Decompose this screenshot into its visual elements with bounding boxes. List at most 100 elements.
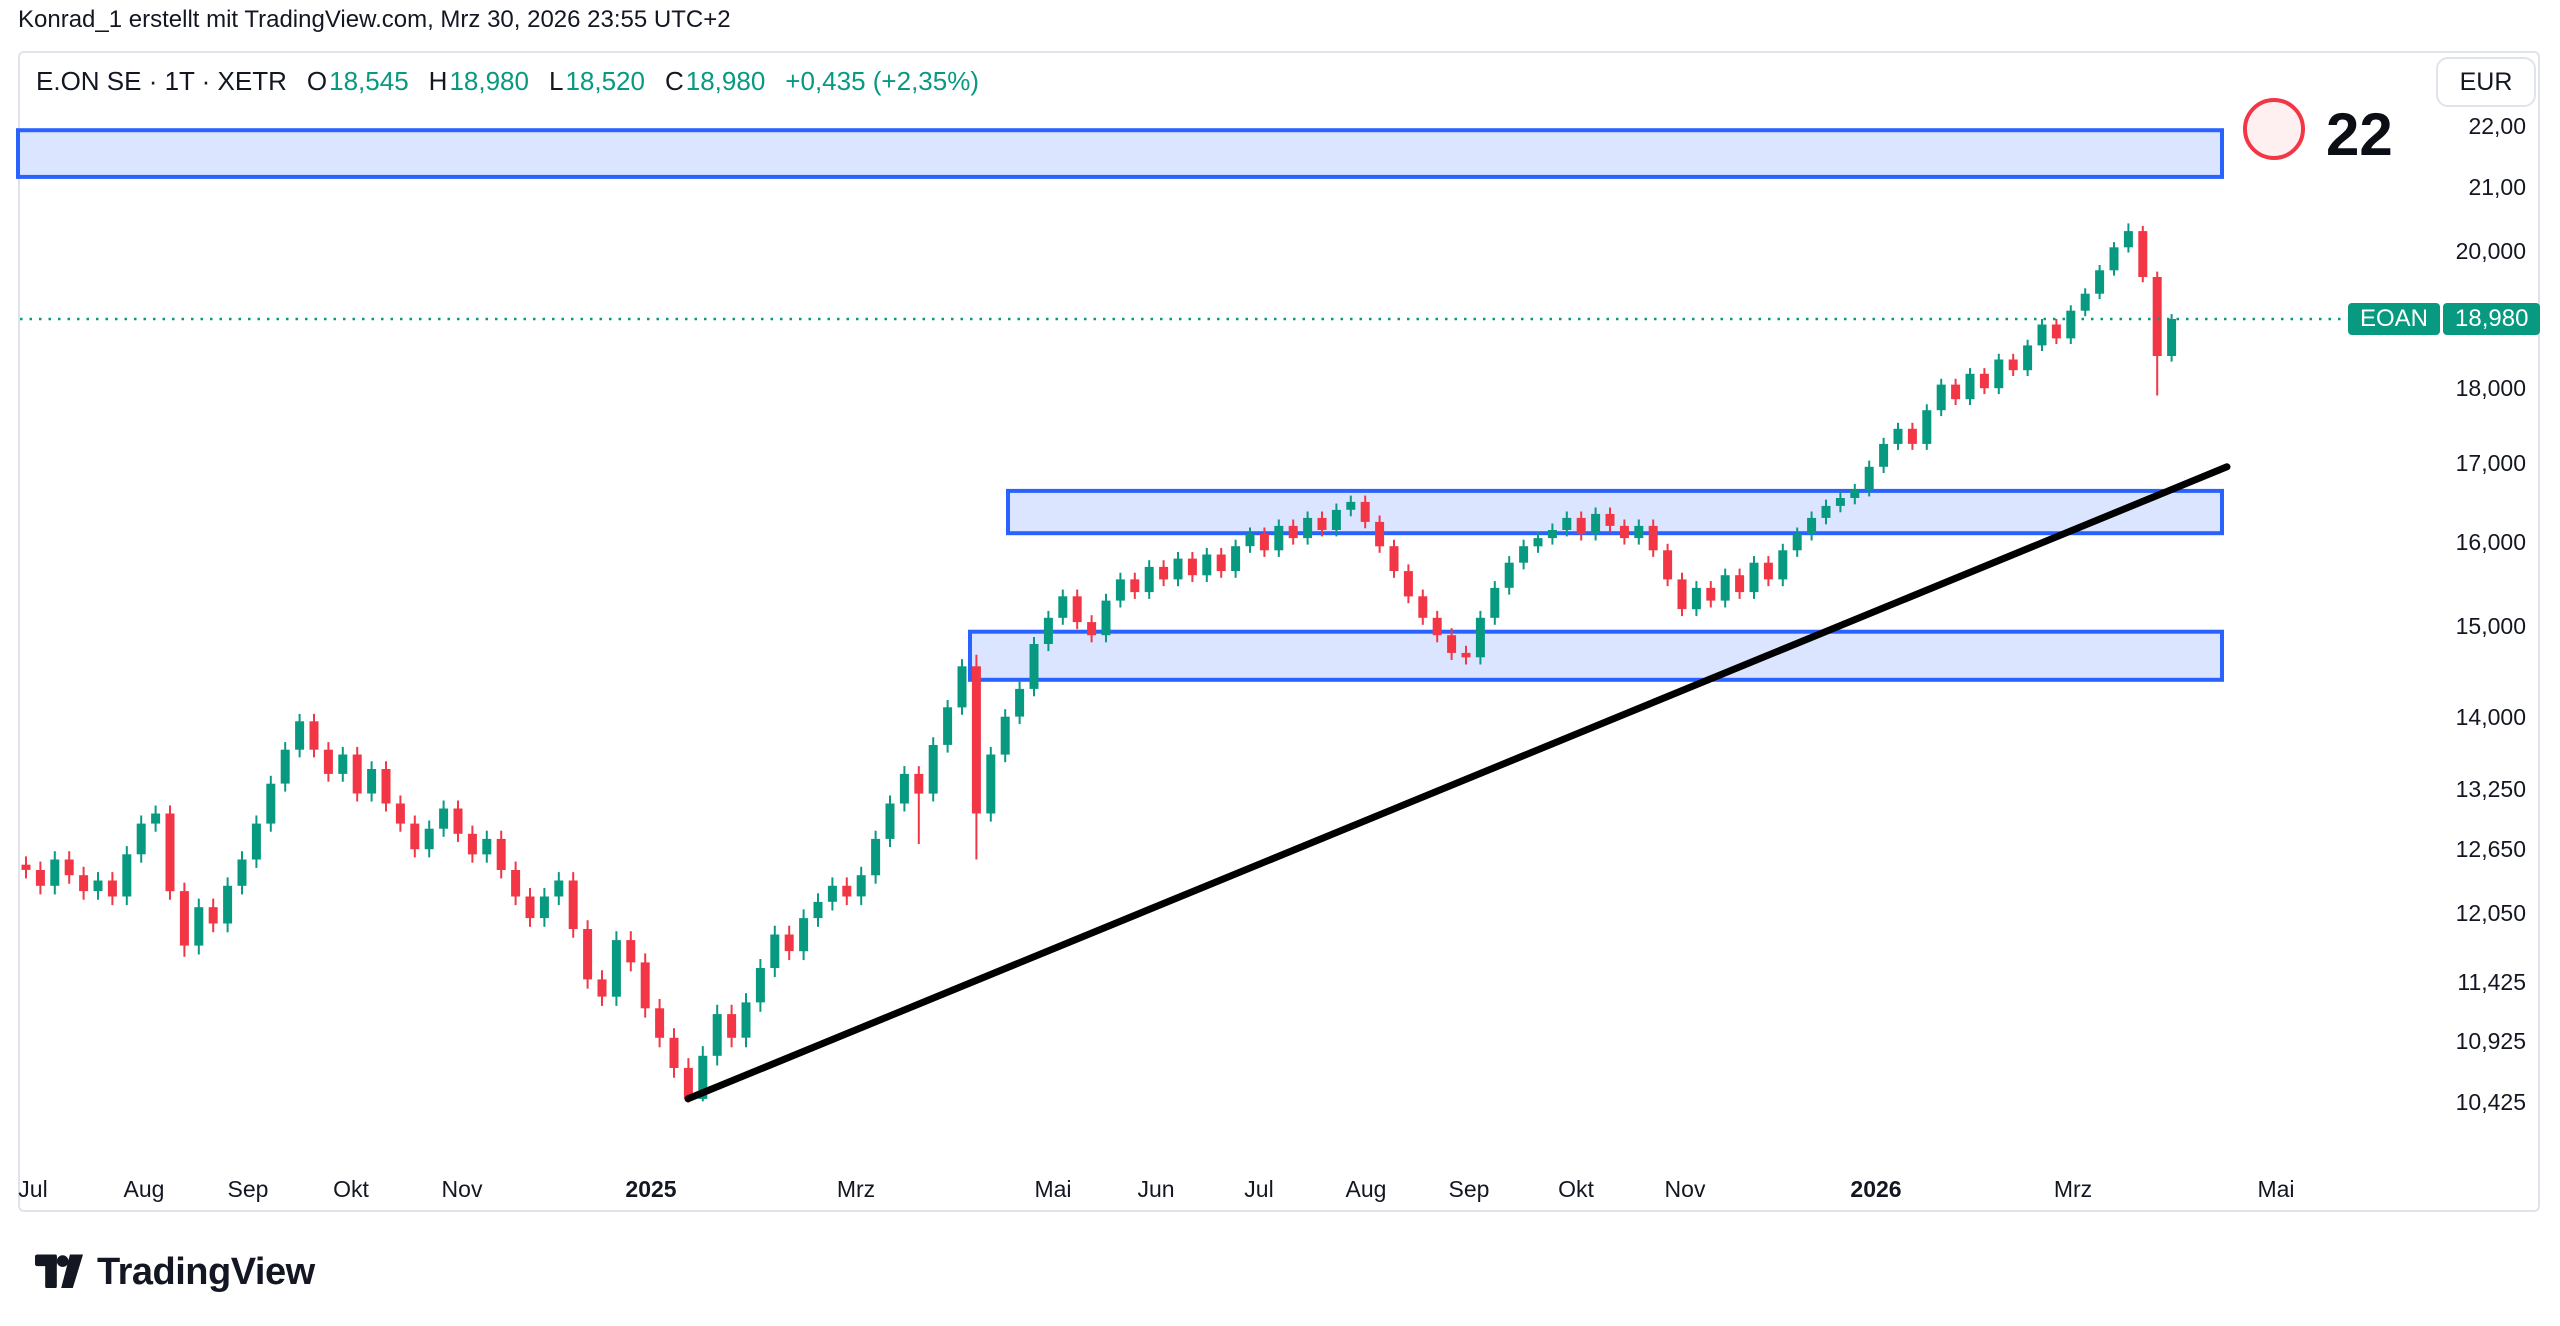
candle-body <box>669 1037 679 1068</box>
candle-body <box>1979 373 1989 389</box>
price-axis-label: 12,050 <box>2455 899 2526 926</box>
candle-body <box>1173 558 1183 580</box>
candle-body <box>1965 373 1975 400</box>
candle-body <box>1792 534 1802 551</box>
candle-body <box>1159 566 1169 580</box>
high-value: H 18,980 <box>428 66 529 96</box>
zone-box-2[interactable] <box>1006 488 2224 536</box>
symbol-legend[interactable]: E.ON SE · 1T · XETR O 18,545 H 18,980 L … <box>36 66 979 97</box>
candle-body <box>395 803 405 824</box>
candle-body <box>2066 310 2076 339</box>
time-axis-label: Mai <box>2257 1176 2295 1202</box>
candle-body <box>1763 562 1773 580</box>
price-axis-label: 20,000 <box>2455 237 2526 264</box>
candle-body <box>1749 562 1759 593</box>
price-axis-label: 13,250 <box>2455 775 2526 802</box>
candle-body <box>1461 652 1471 658</box>
candle-body <box>1130 579 1140 593</box>
candle-body <box>899 773 909 804</box>
candle-body <box>1101 600 1111 636</box>
candle-body <box>453 808 463 834</box>
candle-body <box>784 934 794 952</box>
time-axis-label: 2025 <box>625 1176 677 1202</box>
candle-body <box>1576 517 1586 534</box>
time-axis-label: Mrz <box>2053 1176 2093 1202</box>
candle-body <box>741 1002 751 1038</box>
candle-body <box>554 880 564 897</box>
price-axis-label: 11,425 <box>2457 969 2526 996</box>
circle-drawing-annotation[interactable] <box>2243 98 2305 160</box>
candle-body <box>2080 293 2090 311</box>
candle-body <box>1677 579 1687 610</box>
time-axis-label: Nov <box>1664 1176 1706 1202</box>
candle-body <box>1922 410 1932 444</box>
candle-body <box>1058 596 1068 618</box>
candle-body <box>179 891 189 946</box>
currency-unit-button[interactable]: EUR <box>2436 57 2536 107</box>
trendline-drawing[interactable] <box>684 463 2231 1103</box>
candle-body <box>1245 534 1255 547</box>
candle-body <box>914 773 924 794</box>
candle-body <box>136 823 146 855</box>
candle-body <box>799 918 809 952</box>
candle-body <box>251 823 261 860</box>
candle-body <box>655 1008 665 1038</box>
candle-body <box>712 1014 722 1056</box>
candle-body <box>1072 596 1082 623</box>
candle-body <box>885 803 895 839</box>
candle-body <box>1879 443 1889 467</box>
price-axis-label: 15,000 <box>2455 613 2526 640</box>
zone-box-3[interactable] <box>968 629 2224 682</box>
candle-body <box>626 940 636 963</box>
candle-body <box>842 885 852 897</box>
candle-body <box>1936 384 1946 411</box>
time-scale[interactable]: Jul Aug Sep Okt Nov 2025 Mrz Mai Jun Jul Aug Sep Okt… <box>18 1158 2540 1212</box>
price-axis-label: 10,425 <box>2455 1088 2526 1115</box>
candle-body <box>1375 521 1385 547</box>
close-value: C 18,980 <box>664 66 766 96</box>
candle-body <box>1432 617 1442 636</box>
time-axis-label: 2026 <box>1850 1176 1902 1202</box>
time-axis-label: Aug <box>1345 1176 1387 1202</box>
open-value: O 18,545 <box>306 66 409 96</box>
candle-body <box>165 813 175 892</box>
candle-body <box>323 749 333 774</box>
candle-body <box>1029 644 1039 689</box>
candle-body <box>2109 247 2119 271</box>
candle-body <box>770 934 780 968</box>
candle-body <box>1015 688 1025 717</box>
candle-body <box>410 823 420 850</box>
candle-body <box>439 808 449 829</box>
candle-body <box>611 940 621 997</box>
candle-body <box>496 838 506 870</box>
candle-body <box>467 833 477 855</box>
candle-body <box>986 754 996 814</box>
candle-body <box>1475 617 1485 658</box>
candle-body <box>698 1055 708 1099</box>
candle-body <box>1821 505 1831 518</box>
price-scale[interactable]: 22,00 21,00 20,000 18,000 17,000 16,000 15,000… <box>2420 51 2560 1155</box>
candle-body <box>1893 428 1903 444</box>
candle-body <box>1951 384 1961 400</box>
candle-body <box>1504 562 1514 588</box>
candle-body <box>2037 324 2047 346</box>
candle-body <box>1043 617 1053 644</box>
candle-body <box>482 838 492 855</box>
time-axis-label: Okt <box>333 1176 369 1202</box>
ticker-label: EOAN <box>2348 302 2441 335</box>
candle-body <box>2152 277 2162 356</box>
candle-body <box>338 754 348 774</box>
zone-box-1[interactable] <box>16 128 2224 179</box>
candle-body <box>223 885 233 924</box>
candle-body <box>208 907 218 924</box>
candle-body <box>266 783 276 824</box>
candle-body <box>1288 525 1298 539</box>
candle-body <box>1691 587 1701 610</box>
candle-body <box>1706 587 1716 601</box>
price-axis-label: 14,000 <box>2455 703 2526 730</box>
time-axis-label: Sep <box>1448 1176 1490 1202</box>
candle-body <box>1389 546 1399 571</box>
candle-body <box>727 1014 737 1038</box>
tradingview-logo[interactable]: TradingView <box>35 1250 315 1294</box>
